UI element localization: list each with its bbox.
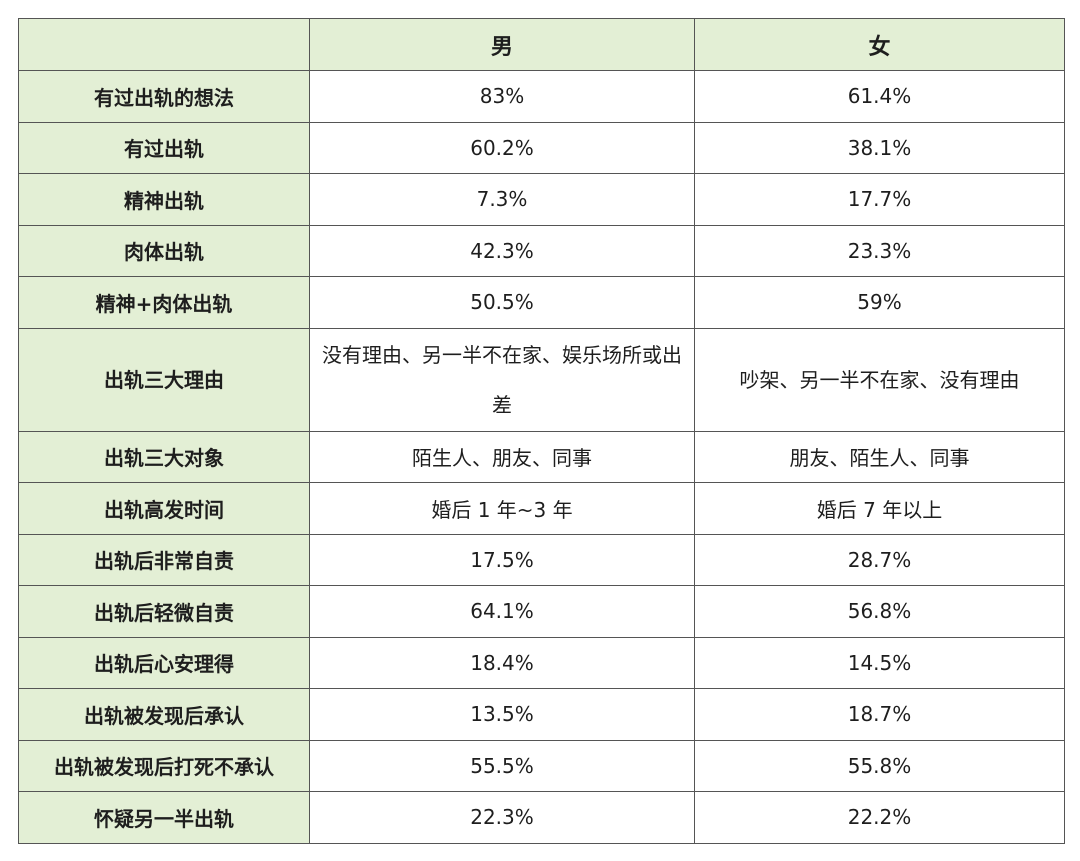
female-value: 59% bbox=[694, 276, 1065, 329]
male-value: 22.3% bbox=[309, 791, 695, 844]
row-label: 有过出轨 bbox=[18, 121, 310, 174]
female-value: 38.1% bbox=[694, 121, 1065, 174]
row-label: 出轨高发时间 bbox=[18, 482, 310, 535]
table-row: 有过出轨的想法 83% 61.4% bbox=[18, 70, 1065, 123]
row-label: 出轨后非常自责 bbox=[18, 533, 310, 586]
table-row: 肉体出轨 42.3% 23.3% bbox=[18, 224, 1065, 277]
male-value: 60.2% bbox=[309, 121, 695, 174]
female-value: 56.8% bbox=[694, 585, 1065, 638]
male-value: 陌生人、朋友、同事 bbox=[309, 430, 695, 483]
row-label: 有过出轨的想法 bbox=[18, 70, 310, 123]
male-value: 64.1% bbox=[309, 585, 695, 638]
table-row: 精神+肉体出轨 50.5% 59% bbox=[18, 276, 1065, 329]
female-value: 17.7% bbox=[694, 173, 1065, 226]
comparison-table: 男 女 有过出轨的想法 83% 61.4% 有过出轨 60.2% 38.1% 精… bbox=[18, 18, 1065, 844]
male-value: 17.5% bbox=[309, 533, 695, 586]
table-row: 出轨被发现后承认 13.5% 18.7% bbox=[18, 688, 1065, 741]
row-label: 出轨被发现后承认 bbox=[18, 688, 310, 741]
male-value: 18.4% bbox=[309, 636, 695, 689]
header-corner-cell bbox=[18, 18, 310, 71]
female-value: 婚后 7 年以上 bbox=[694, 482, 1065, 535]
male-value: 50.5% bbox=[309, 276, 695, 329]
male-value: 婚后 1 年~3 年 bbox=[309, 482, 695, 535]
male-value: 83% bbox=[309, 70, 695, 123]
male-value: 没有理由、另一半不在家、娱乐场所或出差 bbox=[309, 327, 695, 432]
table-row: 出轨三大理由 没有理由、另一半不在家、娱乐场所或出差 吵架、另一半不在家、没有理… bbox=[18, 327, 1065, 432]
table-row: 出轨三大对象 陌生人、朋友、同事 朋友、陌生人、同事 bbox=[18, 430, 1065, 483]
male-value: 7.3% bbox=[309, 173, 695, 226]
female-value: 61.4% bbox=[694, 70, 1065, 123]
header-female: 女 bbox=[694, 18, 1065, 71]
table-row: 精神出轨 7.3% 17.7% bbox=[18, 173, 1065, 226]
table-row: 出轨被发现后打死不承认 55.5% 55.8% bbox=[18, 739, 1065, 792]
row-label: 出轨三大理由 bbox=[18, 327, 310, 432]
table-row: 出轨后非常自责 17.5% 28.7% bbox=[18, 533, 1065, 586]
row-label: 怀疑另一半出轨 bbox=[18, 791, 310, 844]
row-label: 肉体出轨 bbox=[18, 224, 310, 277]
table-row: 出轨后轻微自责 64.1% 56.8% bbox=[18, 585, 1065, 638]
female-value: 18.7% bbox=[694, 688, 1065, 741]
male-value: 55.5% bbox=[309, 739, 695, 792]
row-label: 出轨后心安理得 bbox=[18, 636, 310, 689]
header-male: 男 bbox=[309, 18, 695, 71]
female-value: 吵架、另一半不在家、没有理由 bbox=[694, 327, 1065, 432]
row-label: 出轨被发现后打死不承认 bbox=[18, 739, 310, 792]
female-value: 55.8% bbox=[694, 739, 1065, 792]
male-value: 42.3% bbox=[309, 224, 695, 277]
female-value: 22.2% bbox=[694, 791, 1065, 844]
table-row: 怀疑另一半出轨 22.3% 22.2% bbox=[18, 791, 1065, 844]
male-value: 13.5% bbox=[309, 688, 695, 741]
row-label: 出轨三大对象 bbox=[18, 430, 310, 483]
row-label: 精神出轨 bbox=[18, 173, 310, 226]
table-row: 出轨后心安理得 18.4% 14.5% bbox=[18, 636, 1065, 689]
female-value: 朋友、陌生人、同事 bbox=[694, 430, 1065, 483]
row-label: 出轨后轻微自责 bbox=[18, 585, 310, 638]
row-label: 精神+肉体出轨 bbox=[18, 276, 310, 329]
table-row: 出轨高发时间 婚后 1 年~3 年 婚后 7 年以上 bbox=[18, 482, 1065, 535]
female-value: 28.7% bbox=[694, 533, 1065, 586]
female-value: 23.3% bbox=[694, 224, 1065, 277]
comparison-table-container: 男 女 有过出轨的想法 83% 61.4% 有过出轨 60.2% 38.1% 精… bbox=[18, 18, 1065, 844]
header-row: 男 女 bbox=[18, 18, 1065, 71]
female-value: 14.5% bbox=[694, 636, 1065, 689]
table-row: 有过出轨 60.2% 38.1% bbox=[18, 121, 1065, 174]
